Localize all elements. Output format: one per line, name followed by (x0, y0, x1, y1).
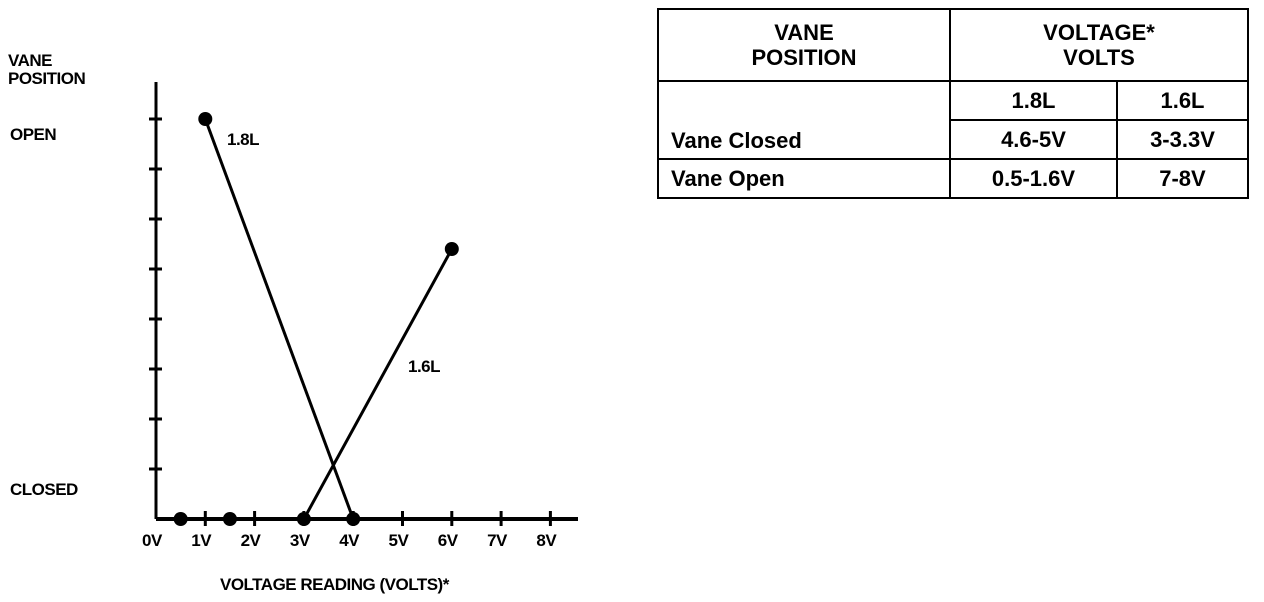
x-tick-label: 3V (289, 531, 310, 550)
series-label-1-6l: 1.6L (408, 357, 441, 376)
cell-open-1-6l: 7-8V (1115, 158, 1250, 199)
series-label-1-8l: 1.8L (227, 130, 260, 149)
header-vane-position: VANE POSITION (657, 8, 951, 82)
x-tick-label: 7V (487, 531, 507, 550)
data-point (222, 512, 237, 526)
x-tick-label: 2V (240, 531, 261, 550)
data-point (198, 112, 213, 126)
row-label: Vane Closed (657, 80, 951, 160)
cell-closed-1-8l: 4.6-5V (949, 119, 1118, 160)
data-point (444, 242, 459, 256)
x-tick-label: 4V (339, 531, 359, 550)
series-line-1.8L (203, 118, 355, 520)
x-tick-label: 6V (437, 531, 458, 550)
voltage-chart (149, 82, 578, 526)
x-axis-title: VOLTAGE READING (VOLTS)* (220, 575, 449, 594)
subheader-1-8l: 1.8L (949, 80, 1118, 121)
cell-open-1-8l: 0.5-1.6V (949, 158, 1118, 199)
data-point (346, 512, 361, 526)
header-voltage: VOLTAGE* VOLTS (949, 8, 1249, 82)
data-point (296, 512, 311, 526)
row-label: Vane Open (657, 158, 951, 199)
voltage-table: VANE POSITION VOLTAGE* VOLTS Vane Closed 1… (657, 8, 1250, 199)
subheader-1-6l: 1.6L (1115, 80, 1250, 121)
y-tick-closed: CLOSED (10, 480, 78, 499)
y-tick-open: OPEN (10, 125, 57, 144)
data-point (173, 512, 188, 526)
series-line-1.6L (302, 248, 454, 520)
x-tick-label: 1V (191, 531, 212, 550)
x-tick-label: 8V (536, 531, 557, 550)
x-tick-label: 0V (142, 531, 162, 550)
y-axis-title: VANE POSITION (8, 51, 86, 88)
x-tick-label: 5V (388, 531, 409, 550)
cell-closed-1-6l: 3-3.3V (1115, 119, 1250, 160)
